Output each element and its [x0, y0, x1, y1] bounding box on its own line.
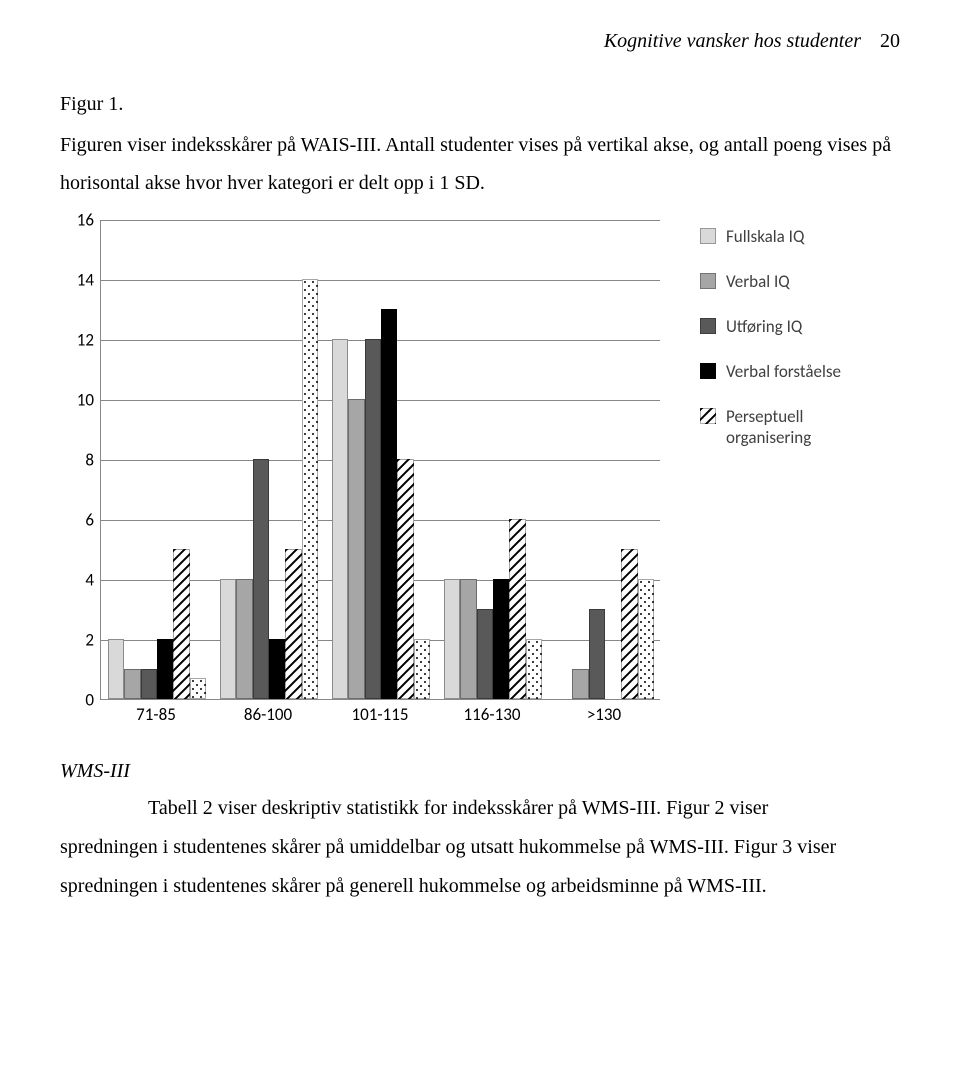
bar [381, 309, 397, 699]
legend-swatch [700, 408, 716, 424]
y-tick-label: 6 [60, 510, 94, 531]
running-head: Kognitive vansker hos studenter 20 [60, 30, 900, 53]
body-text-cont: spredningen i studentenes skårer på umid… [60, 828, 900, 906]
bar [332, 339, 348, 699]
y-tick-label: 2 [60, 630, 94, 651]
y-tick-label: 12 [60, 330, 94, 351]
bar [477, 609, 493, 699]
x-tick-label: 86-100 [212, 704, 324, 725]
plot-area [100, 220, 660, 700]
bar [638, 579, 654, 699]
legend-swatch [700, 228, 716, 244]
legend-swatch [700, 273, 716, 289]
bar [269, 639, 285, 699]
bar [108, 639, 124, 699]
gridline [101, 220, 660, 221]
bar [302, 279, 318, 699]
x-tick-label: 71-85 [100, 704, 212, 725]
bar [509, 519, 525, 699]
x-tick-label: 101-115 [324, 704, 436, 725]
legend-label: Perseptuell organisering [726, 406, 860, 448]
legend-item: Utføring IQ [700, 316, 860, 337]
y-tick-label: 16 [60, 210, 94, 231]
legend-label: Utføring IQ [726, 316, 802, 337]
y-tick-label: 0 [60, 690, 94, 711]
bar [173, 549, 189, 699]
bar-chart: 71-8586-100101-115116-130>130 0 2 4 6 8 10 12 1… [60, 220, 680, 730]
bar-group [108, 549, 207, 699]
bar [348, 399, 364, 699]
bar-group [444, 519, 543, 699]
bar [124, 669, 140, 699]
legend: Fullskala IQ Verbal IQ Utføring IQ Verbal f… [700, 220, 860, 472]
bar [365, 339, 381, 699]
y-tick-label: 14 [60, 270, 94, 291]
bar [141, 669, 157, 699]
bar [589, 609, 605, 699]
legend-item: Fullskala IQ [700, 226, 860, 247]
bar [493, 579, 509, 699]
section-heading: WMS-III [60, 760, 900, 783]
bar [572, 669, 588, 699]
legend-item: Verbal IQ [700, 271, 860, 292]
bar [414, 639, 430, 699]
bar-group [220, 279, 319, 699]
running-title: Kognitive vansker hos studenter [604, 30, 861, 52]
gridline [101, 280, 660, 281]
legend-item: Verbal forståelse [700, 361, 860, 382]
legend-swatch [700, 318, 716, 334]
legend-item: Perseptuell organisering [700, 406, 860, 448]
bar-group [332, 309, 431, 699]
bar [397, 459, 413, 699]
bar [190, 678, 206, 699]
y-tick-label: 8 [60, 450, 94, 471]
figure-label: Figur 1. [60, 93, 900, 116]
y-tick-label: 4 [60, 570, 94, 591]
legend-label: Verbal IQ [726, 271, 790, 292]
bar [444, 579, 460, 699]
bar [460, 579, 476, 699]
legend-swatch [700, 363, 716, 379]
bar [621, 549, 637, 699]
chart-container: 71-8586-100101-115116-130>130 0 2 4 6 8 10 12 1… [60, 220, 900, 730]
bar [285, 549, 301, 699]
x-tick-label: 116-130 [436, 704, 548, 725]
legend-label: Fullskala IQ [726, 226, 804, 247]
bar [253, 459, 269, 699]
bar [220, 579, 236, 699]
page-number: 20 [880, 30, 900, 52]
x-axis-labels: 71-8586-100101-115116-130>130 [100, 704, 660, 725]
figure-caption: Figuren viser indeksskårer på WAIS-III. … [60, 126, 900, 202]
x-tick-label: >130 [548, 704, 660, 725]
legend-label: Verbal forståelse [726, 361, 841, 382]
bar-group [556, 549, 655, 699]
y-tick-label: 10 [60, 390, 94, 411]
bar [236, 579, 252, 699]
body-text-line1: Tabell 2 viser deskriptiv statistikk for… [148, 797, 768, 819]
bar [157, 639, 173, 699]
bar [526, 639, 542, 699]
